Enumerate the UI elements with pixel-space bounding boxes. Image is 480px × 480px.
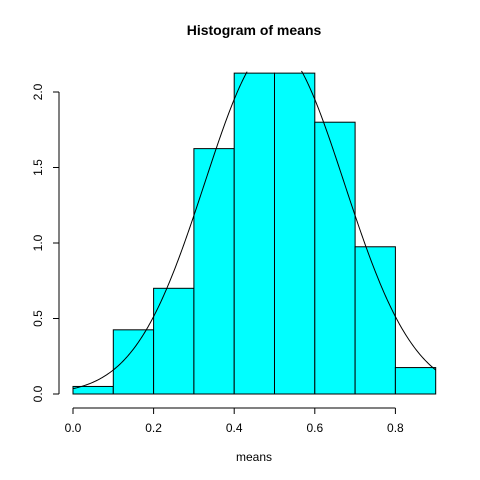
histogram-bar-4 xyxy=(233,72,275,395)
histogram-bar-7 xyxy=(354,246,396,395)
histogram-bar-1 xyxy=(112,329,155,395)
bars-group xyxy=(72,72,437,395)
histogram-bar-3 xyxy=(193,148,235,395)
x-tick-label-4: 0.8 xyxy=(387,421,404,435)
chart-title: Histogram of means xyxy=(187,22,322,38)
y-tick-label-1: 0.5 xyxy=(31,310,45,327)
x-tick-label-3: 0.6 xyxy=(306,421,323,435)
y-tick-label-0: 0.0 xyxy=(31,385,45,402)
x-tick-label-1: 0.2 xyxy=(145,421,162,435)
y-axis: 0.0 0.5 1.0 1.5 2.0 xyxy=(31,83,60,402)
x-axis-label: means xyxy=(236,450,272,464)
histogram-bar-8 xyxy=(394,367,437,395)
x-axis: 0.0 0.2 0.4 0.6 0.8 xyxy=(65,407,404,435)
histogram-bar-6 xyxy=(314,121,356,395)
x-tick-label-0: 0.0 xyxy=(65,421,82,435)
density-curve xyxy=(72,70,437,390)
x-tick-label-2: 0.4 xyxy=(226,421,243,435)
y-tick-label-3: 1.5 xyxy=(31,159,45,176)
y-tick-label-2: 1.0 xyxy=(31,234,45,251)
histogram-bar-5 xyxy=(274,72,316,395)
y-tick-label-4: 2.0 xyxy=(31,83,45,100)
